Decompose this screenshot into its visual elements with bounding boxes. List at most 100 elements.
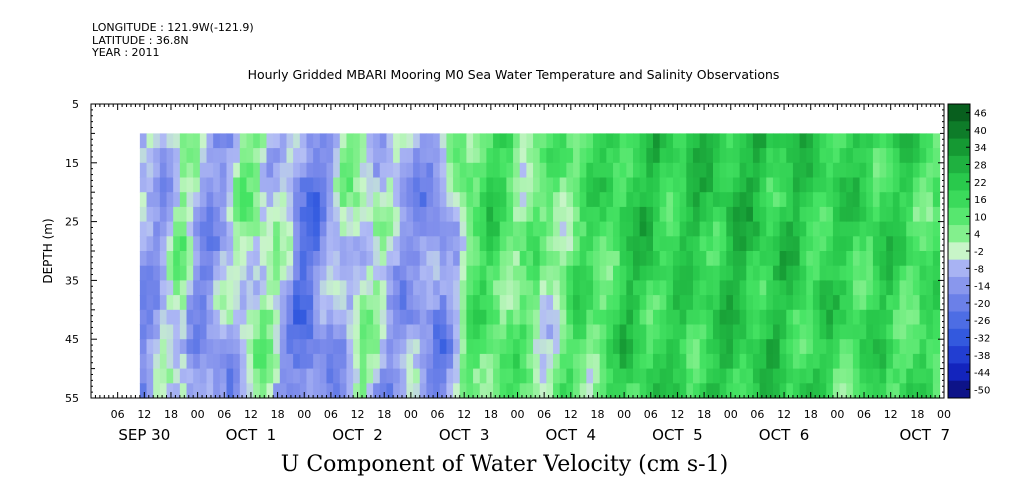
x-tick-label: 00 — [724, 408, 738, 421]
heatmap-cell — [353, 383, 361, 399]
heatmap-cell — [839, 221, 847, 237]
heatmap-cell — [173, 251, 181, 267]
heatmap-cell — [479, 177, 487, 193]
heatmap-cell — [213, 206, 221, 223]
heatmap-cell — [159, 148, 168, 164]
heatmap-cell — [879, 206, 887, 223]
heatmap-cell — [419, 280, 428, 296]
heatmap-cell — [233, 368, 241, 384]
heatmap-cell — [806, 236, 814, 252]
heatmap-cell — [519, 368, 527, 384]
heatmap-cell — [386, 309, 394, 326]
heatmap-cell — [659, 236, 667, 252]
heatmap-cell — [439, 339, 448, 355]
heatmap-cell — [186, 339, 194, 355]
heatmap-cell — [266, 177, 274, 193]
heatmap-cell — [726, 280, 734, 296]
heatmap-cell — [586, 383, 594, 399]
heatmap-cell — [259, 236, 268, 252]
heatmap-cell — [579, 177, 587, 193]
heatmap-cell — [859, 177, 867, 193]
heatmap-cell — [659, 206, 667, 223]
heatmap-cell — [199, 368, 208, 384]
heatmap-cell — [899, 339, 907, 355]
heatmap-cell — [779, 324, 787, 340]
heatmap-cell — [606, 309, 614, 326]
heatmap-cell — [886, 368, 894, 384]
heatmap-cell — [559, 206, 567, 223]
heatmap-cell — [186, 251, 194, 267]
heatmap-cell — [439, 206, 448, 223]
heatmap-cell — [279, 206, 288, 223]
heatmap-cell — [779, 368, 787, 384]
heatmap-cell — [679, 309, 687, 326]
heatmap-cell — [786, 353, 794, 370]
heatmap-cell — [206, 177, 214, 193]
heatmap-cell — [919, 353, 927, 370]
heatmap-cell — [386, 383, 394, 399]
heatmap-cell — [653, 339, 661, 355]
heatmap-cell — [706, 133, 714, 149]
heatmap-cell — [672, 309, 681, 326]
heatmap-cell — [286, 368, 294, 384]
heatmap-cell — [413, 295, 421, 311]
heatmap-cell — [139, 280, 148, 296]
x-tick-label: 00 — [617, 408, 631, 421]
heatmap-cell — [453, 309, 461, 326]
heatmap-cell — [593, 324, 601, 340]
heatmap-cell — [546, 236, 554, 252]
heatmap-cell — [626, 148, 634, 164]
heatmap-cell — [759, 324, 767, 340]
colorbar-label: -8 — [974, 264, 984, 275]
heatmap-cell — [866, 309, 874, 326]
heatmap-cell — [226, 221, 234, 237]
heatmap-cell — [486, 133, 494, 149]
heatmap-cell — [706, 221, 714, 237]
heatmap-cell — [872, 383, 881, 399]
longitude-label: LONGITUDE : 121.9W(-121.9) — [92, 21, 254, 34]
heatmap-cell — [333, 265, 341, 281]
heatmap-cell — [732, 353, 741, 370]
heatmap-cell — [373, 177, 381, 193]
heatmap-cell — [839, 251, 847, 267]
heatmap-cell — [413, 221, 421, 237]
heatmap-cell — [539, 221, 547, 237]
heatmap-cell — [206, 280, 214, 296]
heatmap-cell — [852, 236, 861, 252]
heatmap-cell — [899, 148, 907, 164]
heatmap-cell — [892, 265, 901, 281]
y-tick-label: 55 — [65, 392, 79, 405]
heatmap-cell — [906, 339, 914, 355]
heatmap-cell — [339, 133, 348, 149]
heatmap-cell — [439, 251, 448, 267]
heatmap-cell — [279, 295, 288, 311]
heatmap-cell — [459, 383, 467, 399]
heatmap-cell — [872, 295, 881, 311]
heatmap-cell — [739, 177, 747, 193]
heatmap-cell — [852, 383, 861, 399]
heatmap-cell — [406, 383, 414, 399]
heatmap-cell — [466, 162, 474, 179]
heatmap-cell — [526, 192, 534, 208]
heatmap-cell — [473, 383, 481, 399]
heatmap-cell — [466, 353, 474, 370]
heatmap-cell — [519, 295, 527, 311]
heatmap-cell — [779, 177, 787, 193]
heatmap-cell — [286, 280, 294, 296]
heatmap-cell — [752, 251, 761, 267]
heatmap-cell — [906, 265, 914, 281]
heatmap-cell — [653, 309, 661, 326]
heatmap-cell — [599, 236, 607, 252]
heatmap-cell — [559, 251, 567, 267]
heatmap-cell — [886, 295, 894, 311]
heatmap-cell — [306, 309, 314, 326]
heatmap-cell — [206, 353, 214, 370]
heatmap-cell — [553, 221, 561, 237]
heatmap-cell — [326, 309, 334, 326]
heatmap-cell — [306, 148, 314, 164]
heatmap-cell — [573, 221, 581, 237]
heatmap-cell — [253, 162, 261, 179]
heatmap-cell — [353, 206, 361, 223]
heatmap-cell — [179, 383, 188, 399]
heatmap-cell — [586, 251, 594, 267]
